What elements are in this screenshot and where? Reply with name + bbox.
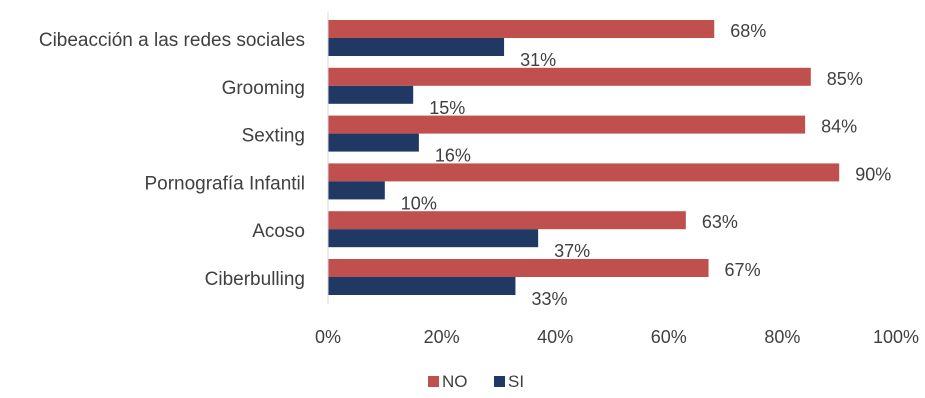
data-label-no: 84% bbox=[821, 117, 857, 137]
data-label-no: 85% bbox=[827, 69, 863, 89]
data-label-no: 90% bbox=[855, 164, 891, 184]
x-tick-label: 20% bbox=[424, 327, 460, 347]
category-label: Pornografía Infantil bbox=[144, 173, 305, 194]
legend: NO SI bbox=[428, 372, 524, 391]
bar-no bbox=[328, 115, 806, 134]
bar-no bbox=[328, 211, 686, 230]
bars-layer: 68% 31% 85% 15% 84% 16% 90% 10% 63% 37% 67% 33% bbox=[328, 20, 891, 309]
category-label: Grooming bbox=[222, 78, 305, 99]
x-tick-label: 80% bbox=[764, 327, 800, 347]
legend-swatch-no bbox=[428, 376, 439, 387]
bar-no bbox=[328, 67, 811, 86]
data-label-si: 16% bbox=[435, 146, 471, 166]
data-label-si: 33% bbox=[531, 289, 567, 309]
data-label-si: 10% bbox=[401, 193, 437, 213]
x-axis-tick-labels: 0% 20% 40% 60% 80% 100% bbox=[315, 327, 919, 347]
x-tick-label: 100% bbox=[873, 327, 919, 347]
x-tick-label: 0% bbox=[315, 327, 341, 347]
data-label-si: 31% bbox=[520, 50, 556, 70]
category-label: Acoso bbox=[252, 221, 305, 242]
bar-si bbox=[328, 38, 505, 56]
bar-si bbox=[328, 277, 516, 295]
legend-label-no: NO bbox=[442, 372, 468, 391]
data-label-no: 67% bbox=[725, 260, 761, 280]
bar-no bbox=[328, 259, 709, 277]
x-tick-label: 40% bbox=[537, 327, 573, 347]
bar-no bbox=[328, 20, 715, 38]
data-label-si: 37% bbox=[554, 241, 590, 261]
data-label-no: 68% bbox=[730, 21, 766, 41]
category-label: Sexting bbox=[242, 126, 305, 147]
category-label: Ciberbulling bbox=[205, 269, 305, 290]
legend-label-si: SI bbox=[508, 372, 524, 391]
bar-si bbox=[328, 85, 414, 104]
bar-no bbox=[328, 163, 840, 182]
bar-si bbox=[328, 133, 419, 152]
category-label: Cibeacción a las redes sociales bbox=[39, 30, 305, 51]
bar-si bbox=[328, 229, 539, 248]
data-label-no: 63% bbox=[702, 212, 738, 232]
bar-si bbox=[328, 181, 385, 200]
category-labels: Cibeacción a las redes sociales Grooming S… bbox=[39, 30, 305, 290]
legend-swatch-si bbox=[494, 376, 505, 387]
x-tick-label: 60% bbox=[651, 327, 687, 347]
data-label-si: 15% bbox=[429, 98, 465, 118]
